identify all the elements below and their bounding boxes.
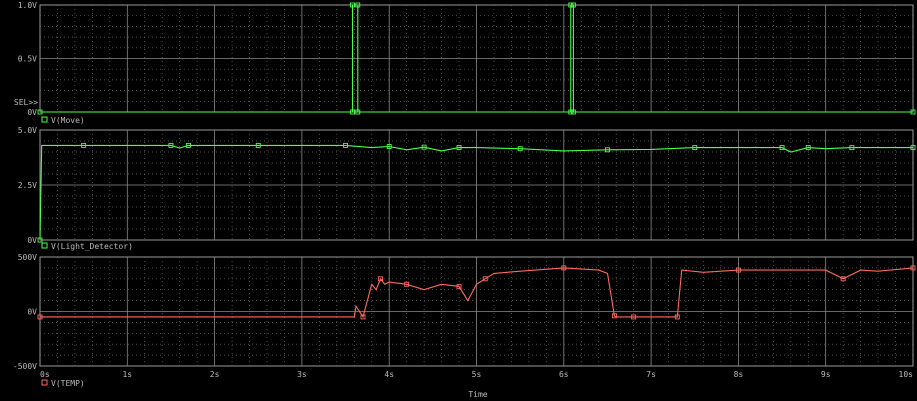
series-point-marker: [81, 142, 87, 148]
x-tick-label: 1s: [122, 370, 132, 379]
series-line: [40, 267, 914, 319]
series-point-marker: [185, 142, 191, 148]
series-point-marker: [37, 314, 43, 320]
series-point-marker: [37, 237, 43, 243]
x-tick-label: 7s: [646, 370, 656, 379]
series-line: [40, 4, 913, 113]
series-point-marker: [386, 144, 392, 149]
series-point-marker: [570, 109, 576, 115]
series-point-marker: [605, 147, 610, 153]
series-point-marker: [378, 276, 383, 282]
legend-marker: [41, 242, 48, 249]
legend-entry: V(Light_Detector): [51, 242, 133, 251]
series-point-marker: [360, 314, 366, 320]
y-tick-label: 500V: [18, 253, 37, 262]
series-point-marker: [517, 146, 523, 152]
x-axis-label: Time: [468, 390, 487, 399]
series-point-marker: [570, 2, 576, 8]
x-tick-label: 3s: [297, 370, 307, 379]
series-point-marker: [692, 145, 698, 151]
series-line: [39, 144, 913, 241]
series-point-marker: [343, 142, 348, 148]
x-tick-label: 0s: [40, 370, 50, 379]
series-point-marker: [805, 145, 811, 151]
series-point-marker: [355, 2, 361, 8]
sel-marker: SEL>>: [14, 98, 38, 107]
series-point-marker: [404, 281, 410, 287]
series-point-marker: [168, 142, 174, 148]
legend-entry: V(TEMP): [51, 379, 85, 388]
y-tick-label: 0V: [27, 108, 37, 117]
series-point-marker: [561, 265, 567, 271]
series-point-marker: [674, 314, 680, 320]
y-tick-label: 2.5V: [18, 181, 37, 190]
series-point-marker: [910, 145, 916, 151]
series-point-marker: [849, 145, 855, 151]
series-point-marker: [456, 145, 462, 151]
y-tick-label: 0V: [27, 236, 37, 245]
series-point-marker: [421, 144, 427, 150]
series-point-marker: [568, 2, 574, 8]
x-tick-label: 10s: [899, 370, 914, 379]
series-point-marker: [355, 109, 361, 115]
plot-panel-2: 5.0V 2.5V 0V V(Light_Detector): [18, 126, 916, 251]
series-point-marker: [568, 109, 574, 115]
x-tick-label: 2s: [210, 370, 220, 379]
series-point-marker: [735, 267, 741, 273]
series-point-marker: [910, 265, 916, 271]
series-point-marker: [910, 109, 916, 115]
series-point-marker: [482, 276, 488, 282]
legend-marker: [41, 379, 48, 386]
y-tick-label: 0V: [27, 308, 37, 317]
series-point-marker: [456, 283, 462, 289]
series-point-marker: [840, 276, 846, 282]
x-tick-label: 4s: [384, 370, 394, 379]
series-point-marker: [350, 109, 355, 115]
y-tick-label: -500V: [13, 362, 37, 371]
series-point-marker: [37, 109, 43, 115]
series-point-marker: [350, 2, 355, 8]
y-tick-label: 0.5V: [18, 55, 37, 64]
legend-entry: V(Move): [51, 116, 85, 125]
y-tick-label: 1.0V: [18, 1, 37, 10]
legend-marker: [41, 116, 48, 123]
series-point-marker: [779, 145, 785, 151]
x-tick-label: 9s: [821, 370, 831, 379]
y-tick-label: 5.0V: [18, 126, 37, 135]
series-point-marker: [611, 313, 617, 319]
plot-panel-3: 500V 0V -500V V(TEMP): [13, 253, 916, 388]
series-point-marker: [631, 314, 637, 320]
x-tick-label: 6s: [559, 370, 569, 379]
x-tick-label: 8s: [734, 370, 744, 379]
x-tick-label: 5s: [472, 370, 482, 379]
series-point-marker: [255, 142, 261, 148]
